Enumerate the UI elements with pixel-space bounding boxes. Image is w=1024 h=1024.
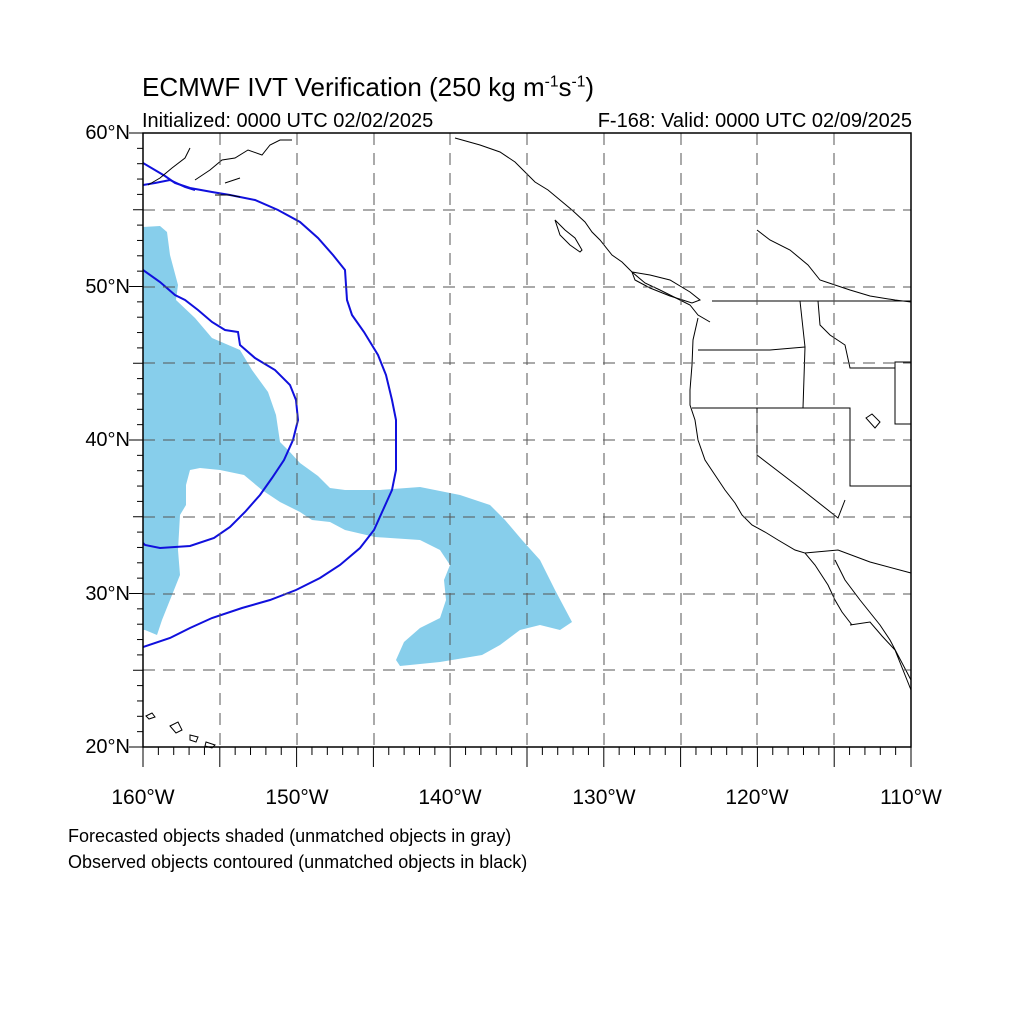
observed-contour-inner — [143, 269, 300, 550]
grid-lines — [143, 133, 911, 747]
lat-label-40n: 40°N — [85, 429, 130, 451]
axis-ticks — [129, 132, 912, 767]
coastlines-and-borders — [145, 137, 912, 749]
initialized-time: Initialized: 0000 UTC 02/02/2025 — [142, 110, 434, 132]
footer-observed-note: Observed objects contoured (unmatched ob… — [68, 852, 528, 872]
footer-forecast-note: Forecasted objects shaded (unmatched obj… — [68, 826, 512, 846]
lat-label-60n: 60°N — [85, 122, 130, 144]
forecast-object-shading — [143, 226, 572, 666]
lat-label-50n: 50°N — [85, 276, 130, 298]
lon-label-150w: 150°W — [265, 786, 329, 809]
lon-label-160w: 160°W — [111, 786, 175, 809]
lon-label-120w: 120°W — [725, 786, 789, 809]
lon-label-130w: 130°W — [572, 786, 636, 809]
lat-label-20n: 20°N — [85, 736, 130, 758]
map-title: ECMWF IVT Verification (250 kg m-1s-1) — [142, 72, 595, 102]
lon-label-110w: 110°W — [880, 786, 942, 809]
lat-label-30n: 30°N — [85, 583, 130, 605]
lon-label-140w: 140°W — [418, 786, 482, 809]
valid-time: F-168: Valid: 0000 UTC 02/09/2025 — [597, 110, 912, 132]
observed-contour-outer — [143, 162, 397, 648]
observed-contour-north-edge — [143, 178, 196, 191]
